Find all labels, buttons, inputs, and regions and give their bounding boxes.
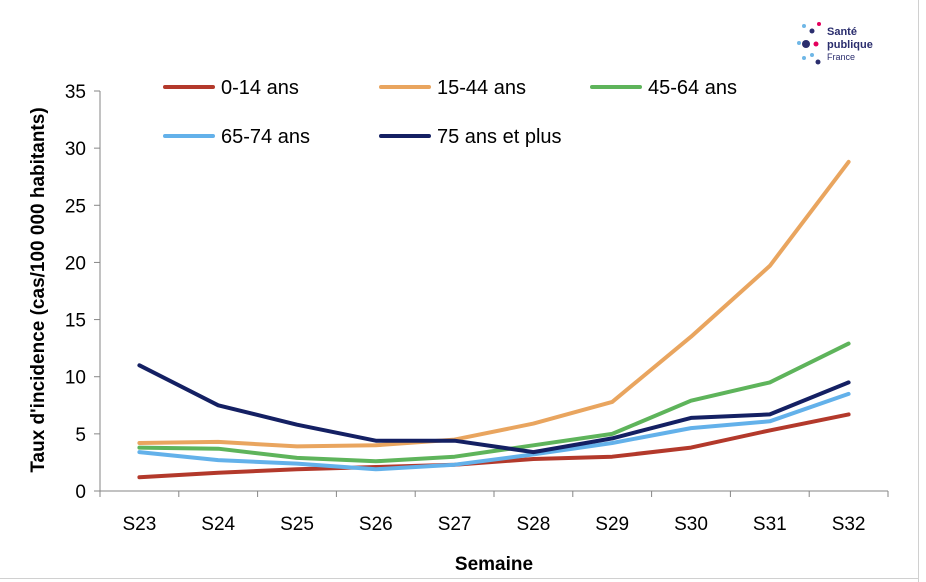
series-point <box>689 446 693 450</box>
x-tick-label: S26 <box>359 514 393 535</box>
logo-dot <box>809 28 815 34</box>
series-point <box>295 456 299 460</box>
series-point <box>453 463 457 467</box>
series-point <box>610 432 614 436</box>
series-point <box>531 450 535 454</box>
series-point <box>216 403 220 407</box>
series-point <box>847 392 851 396</box>
x-axis-title: Semaine <box>455 554 533 575</box>
series-point <box>531 422 535 426</box>
series-point <box>137 446 141 450</box>
series-point <box>137 363 141 367</box>
series-point <box>374 459 378 463</box>
series-point <box>137 450 141 454</box>
x-tick-label: S28 <box>516 514 550 535</box>
series-line-0 <box>137 412 851 480</box>
logo-text-line2: publique <box>827 39 873 51</box>
series-point <box>216 471 220 475</box>
series-point <box>610 455 614 459</box>
series-point <box>847 160 851 164</box>
logo-dot <box>817 22 821 26</box>
x-tick-label: S24 <box>201 514 235 535</box>
logo-dot <box>815 59 821 65</box>
x-tick-label: S25 <box>280 514 314 535</box>
series-point <box>689 335 693 339</box>
legend-label: 0-14 ans <box>221 77 299 99</box>
y-tick-label: 0 <box>75 482 86 503</box>
y-tick-label: 20 <box>65 253 86 274</box>
series-point <box>689 399 693 403</box>
y-tick-label: 35 <box>65 82 86 103</box>
series-point <box>295 444 299 448</box>
series-point <box>768 264 772 268</box>
y-tick-label: 15 <box>65 311 86 332</box>
logo-dot <box>813 41 819 47</box>
series-point <box>374 439 378 443</box>
chart-legend: 0-14 ans 15-44 ans 45-64 ans 65-74 ans 75 an… <box>163 77 737 148</box>
series-point <box>216 447 220 451</box>
frame-right-border <box>918 0 919 582</box>
legend-label: 75 ans et plus <box>437 126 562 148</box>
series-point <box>216 458 220 462</box>
logo-dot <box>802 40 810 48</box>
series-point <box>768 380 772 384</box>
logo-dot <box>797 41 801 45</box>
series-point <box>847 412 851 416</box>
series-point <box>137 441 141 445</box>
series-point <box>295 467 299 471</box>
series-point <box>768 419 772 423</box>
logo-dot <box>802 56 806 60</box>
series-point <box>768 412 772 416</box>
y-axis-title: Taux d'incidence (cas/100 000 habitants) <box>28 107 49 472</box>
series-point <box>374 443 378 447</box>
logo-dot <box>802 24 806 28</box>
legend-label: 65-74 ans <box>221 126 310 148</box>
logo-text-line3: France <box>827 52 855 62</box>
series-point <box>531 443 535 447</box>
logo-text-line1: Santé <box>827 26 857 38</box>
series-line-1 <box>137 159 851 449</box>
series-point <box>137 475 141 479</box>
series-line-2 <box>137 341 851 464</box>
x-tick-label: S27 <box>438 514 472 535</box>
series-lines <box>137 159 851 480</box>
series-point <box>295 462 299 466</box>
legend-label: 45-64 ans <box>648 77 737 99</box>
series-line-4 <box>137 363 851 455</box>
x-tick-label: S32 <box>832 514 866 535</box>
frame-bottom-border <box>0 578 918 579</box>
series-point <box>689 416 693 420</box>
series-point <box>531 457 535 461</box>
series-point <box>847 380 851 384</box>
series-point <box>216 440 220 444</box>
series-point <box>610 441 614 445</box>
series-point <box>295 423 299 427</box>
series-point <box>453 455 457 459</box>
series-point <box>610 436 614 440</box>
y-tick-label: 5 <box>75 425 86 446</box>
series-point <box>768 428 772 432</box>
x-tick-label: S31 <box>753 514 787 535</box>
x-tick-label: S30 <box>674 514 708 535</box>
y-tick-label: 30 <box>65 139 86 160</box>
legend-label: 15-44 ans <box>437 77 526 99</box>
series-line-3 <box>137 391 851 472</box>
series-point <box>847 342 851 346</box>
x-tick-label: S29 <box>595 514 629 535</box>
series-point <box>453 439 457 443</box>
y-tick-label: 25 <box>65 196 86 217</box>
series-point <box>374 467 378 471</box>
y-tick-label: 10 <box>65 368 86 389</box>
logo-dot <box>810 53 814 57</box>
series-point <box>689 426 693 430</box>
chart-axes: 0 5 10 15 20 25 30 35 S23 S24 S25 S26 S27 S28 S29 S30 S3… <box>65 82 889 535</box>
series-point <box>610 400 614 404</box>
x-tick-label: S23 <box>122 514 156 535</box>
